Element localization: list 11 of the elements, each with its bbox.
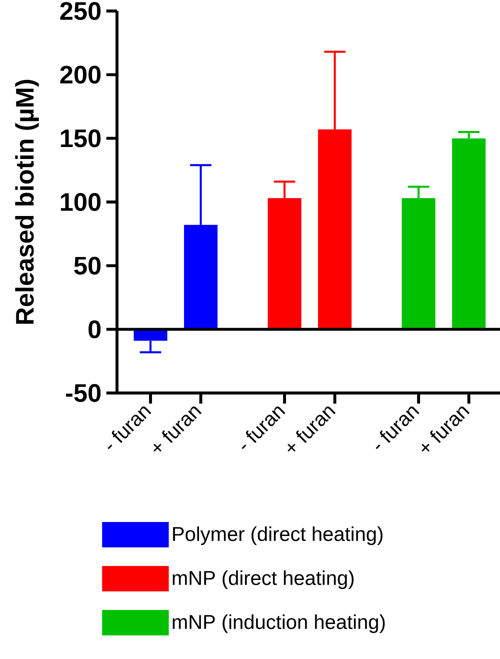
legend-label: Polymer (direct heating) xyxy=(173,526,382,546)
y-tick-label: -50 xyxy=(66,384,101,402)
y-tick-label: 100 xyxy=(60,193,101,211)
y-tick-label: 50 xyxy=(74,256,101,275)
y-tick-label: 0 xyxy=(88,320,101,338)
y-tick-label: 200 xyxy=(60,66,101,84)
legend-label: mNP (induction heating) xyxy=(172,614,385,634)
y-tick-label: 250 xyxy=(60,2,101,20)
y-axis-title: Released biotin (µM) xyxy=(15,80,39,324)
y-tick-label: 150 xyxy=(60,129,101,148)
legend-label: mNP (direct heating) xyxy=(172,570,354,590)
